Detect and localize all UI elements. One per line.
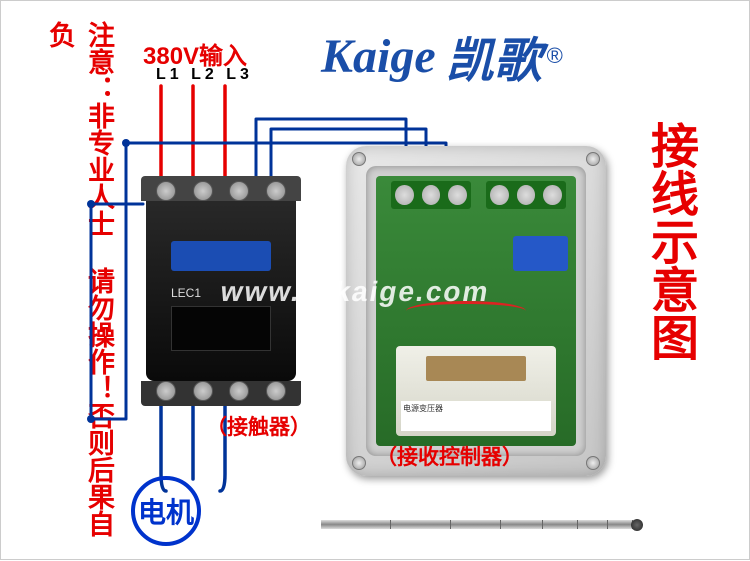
transformer-label: 电源变压器 bbox=[401, 401, 551, 431]
warning-text: 注意：非专业人士 请勿操作！否则后果自负 bbox=[41, 21, 119, 559]
contactor-brand: LEC1 bbox=[171, 286, 201, 300]
diagram-title: 接线示意图 bbox=[634, 121, 704, 361]
watermark-url: www.szkaige.com bbox=[218, 276, 492, 308]
phase-labels: L1 L2 L3 bbox=[156, 66, 253, 84]
antenna bbox=[321, 516, 643, 534]
motor-text: 电机 bbox=[131, 476, 201, 546]
terminal-block-b bbox=[486, 181, 566, 209]
logo-script: Kaige bbox=[321, 29, 436, 84]
case-screw bbox=[586, 152, 600, 166]
logo-cn: 凯歌 bbox=[446, 21, 542, 91]
contactor-top-terminals bbox=[156, 181, 286, 201]
case-screw bbox=[352, 152, 366, 166]
case-screw bbox=[586, 456, 600, 470]
brand-logo: Kaige 凯歌 ® bbox=[321, 21, 563, 91]
receiver-controller-device: 电源变压器 bbox=[346, 146, 606, 476]
contactor-caption: （接触器） bbox=[206, 411, 311, 441]
motor-symbol: 电机 bbox=[131, 476, 201, 546]
receiver-caption: （接收控制器） bbox=[376, 441, 523, 471]
contactor-well bbox=[171, 306, 271, 351]
transformer: 电源变压器 bbox=[396, 346, 556, 436]
contactor-blue-label bbox=[171, 241, 271, 271]
case-screw bbox=[352, 456, 366, 470]
logo-reg: ® bbox=[547, 43, 563, 69]
relay bbox=[513, 236, 568, 271]
terminal-block-a bbox=[391, 181, 471, 209]
contactor-bottom-terminals bbox=[156, 381, 286, 401]
